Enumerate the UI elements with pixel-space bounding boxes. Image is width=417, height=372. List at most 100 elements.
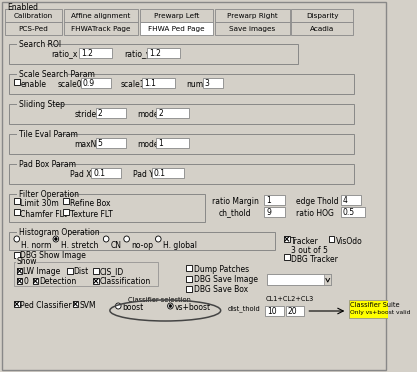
Bar	[341, 207, 365, 217]
Text: Search ROI: Search ROI	[19, 39, 61, 48]
Text: Prewarp Right: Prewarp Right	[227, 13, 278, 19]
Circle shape	[124, 236, 129, 242]
Text: Pad Y: Pad Y	[133, 170, 154, 179]
Text: Tile Eval Param: Tile Eval Param	[19, 129, 78, 138]
Text: Ped Classifier: Ped Classifier	[20, 301, 72, 310]
Bar	[291, 9, 353, 22]
Bar	[96, 138, 126, 148]
Bar	[5, 22, 63, 35]
Text: mode: mode	[137, 109, 158, 119]
Bar	[265, 306, 284, 316]
Bar	[186, 276, 192, 282]
Bar	[63, 198, 69, 204]
Text: Scale Search Param: Scale Search Param	[19, 70, 95, 78]
Bar	[17, 71, 68, 77]
Bar	[93, 278, 99, 284]
Text: DBG Tracker: DBG Tracker	[291, 254, 338, 263]
Text: FHWA Ped Page: FHWA Ped Page	[148, 26, 205, 32]
Text: 20: 20	[288, 307, 297, 315]
Bar	[291, 22, 353, 35]
Text: 0: 0	[23, 278, 28, 286]
Bar	[14, 79, 20, 85]
Text: Enabled: Enabled	[8, 3, 38, 12]
Text: scale1: scale1	[121, 80, 146, 89]
Text: Save images: Save images	[229, 26, 276, 32]
Text: ratio HOG: ratio HOG	[296, 208, 334, 218]
Bar	[17, 100, 53, 108]
Bar	[16, 258, 36, 265]
Text: Tracker: Tracker	[291, 237, 319, 246]
Bar	[5, 9, 63, 22]
Text: 1.1: 1.1	[144, 78, 156, 87]
Bar	[286, 306, 304, 316]
Text: FHWATrack Page: FHWATrack Page	[71, 26, 131, 32]
Text: Pad Box Param: Pad Box Param	[19, 160, 75, 169]
Text: 0.1: 0.1	[93, 169, 105, 177]
Bar	[91, 168, 121, 178]
Text: Detection: Detection	[39, 278, 76, 286]
Bar	[9, 74, 354, 94]
Bar	[17, 228, 71, 235]
Bar	[186, 286, 192, 292]
Text: Filter Operation: Filter Operation	[19, 189, 79, 199]
Text: 0.5: 0.5	[343, 208, 355, 217]
Bar	[203, 78, 224, 88]
Bar	[264, 195, 285, 205]
Text: Chamfer FLt: Chamfer FLt	[20, 209, 68, 218]
Text: 10: 10	[267, 307, 277, 315]
Bar	[267, 274, 331, 285]
Text: Show: Show	[17, 257, 37, 266]
Text: stride: stride	[75, 109, 97, 119]
Circle shape	[103, 236, 109, 242]
Circle shape	[169, 305, 172, 308]
Text: H. norm: H. norm	[21, 241, 52, 250]
Bar	[9, 44, 298, 64]
Bar	[96, 108, 126, 118]
Text: 1.2: 1.2	[81, 48, 93, 58]
Text: ratio_y: ratio_y	[124, 49, 150, 58]
Text: maxN: maxN	[75, 140, 97, 148]
Text: ratio Margin: ratio Margin	[212, 196, 259, 205]
Text: CIS_ID: CIS_ID	[100, 267, 124, 276]
Circle shape	[14, 236, 20, 242]
Circle shape	[116, 303, 121, 309]
Text: ratio_x: ratio_x	[51, 49, 78, 58]
Bar	[284, 254, 289, 260]
Circle shape	[156, 236, 161, 242]
Bar	[17, 160, 55, 167]
Bar	[156, 138, 189, 148]
Bar	[63, 209, 69, 215]
Bar	[79, 48, 112, 58]
Text: Texture FLT: Texture FLT	[70, 209, 113, 218]
Text: Only vs+boost valid: Only vs+boost valid	[350, 310, 411, 315]
Bar	[324, 274, 331, 285]
Text: Disparity: Disparity	[306, 13, 339, 19]
Text: Prewarp Left: Prewarp Left	[154, 13, 199, 19]
Text: vs+boost: vs+boost	[175, 304, 211, 312]
Bar	[215, 22, 289, 35]
Text: enable: enable	[20, 80, 46, 89]
Text: 1: 1	[266, 196, 271, 205]
Text: Classification: Classification	[100, 278, 151, 286]
Bar	[73, 301, 78, 307]
Text: dist_thold: dist_thold	[228, 306, 261, 312]
Text: boost: boost	[122, 304, 143, 312]
Bar	[9, 194, 205, 222]
Text: Classifier Suite: Classifier Suite	[350, 302, 400, 308]
Bar	[215, 9, 289, 22]
Text: DBG Save Image: DBG Save Image	[193, 276, 258, 285]
Circle shape	[168, 303, 173, 309]
Text: Acadia: Acadia	[310, 26, 334, 32]
Bar	[284, 236, 289, 242]
Bar	[264, 207, 285, 217]
Text: Classifier selection: Classifier selection	[128, 297, 191, 303]
Bar	[140, 9, 213, 22]
Text: Pad X: Pad X	[70, 170, 91, 179]
Text: 3 out of 5: 3 out of 5	[291, 246, 328, 254]
Text: no-op: no-op	[131, 241, 153, 250]
Text: 2: 2	[98, 109, 103, 118]
Text: Dist: Dist	[73, 267, 89, 276]
Text: VisOdo: VisOdo	[336, 237, 363, 246]
Bar	[81, 78, 111, 88]
Text: Limit 30m: Limit 30m	[20, 199, 59, 208]
